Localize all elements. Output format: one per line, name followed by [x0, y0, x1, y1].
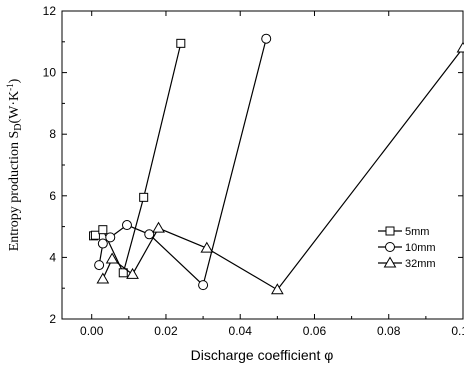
data-point [198, 280, 209, 291]
data-point [200, 241, 214, 253]
y-axis-title-unit-close: ) [7, 78, 22, 83]
y-axis-title-unit: (W·K [7, 91, 22, 124]
x-axis: 0.00 0.02 0.04 0.06 0.08 0.10 [80, 11, 464, 338]
legend-label: 5mm [405, 226, 429, 238]
x-tick-label: 0.02 [154, 324, 178, 338]
data-point [139, 192, 149, 202]
legend-marker [385, 226, 395, 236]
series-5mm [89, 38, 186, 278]
legend-label: 32mm [405, 258, 436, 270]
x-tick-label: 0.00 [80, 324, 104, 338]
y-tick-label: 12 [43, 4, 57, 18]
data-point [90, 230, 100, 240]
x-tick-label: 0.06 [303, 324, 327, 338]
y-axis-title-main: Entropy production S [7, 131, 22, 252]
data-point [96, 272, 110, 284]
y-tick-label: 10 [43, 66, 57, 80]
series-10mm [94, 33, 272, 291]
data-point [98, 225, 108, 235]
legend-item: 32mm [378, 256, 436, 270]
y-tick-label: 8 [49, 127, 56, 141]
data-point [126, 267, 139, 279]
data-point [97, 238, 108, 249]
data-point [121, 220, 132, 231]
y-axis-title-sub: D [13, 124, 24, 131]
data-point [270, 283, 284, 295]
y-axis: 2 4 6 8 10 12 [43, 4, 463, 326]
x-tick-label: 0.10 [451, 324, 464, 338]
legend-label: 10mm [405, 242, 436, 254]
data-point [118, 268, 128, 278]
series-32mm [96, 41, 464, 295]
x-tick-label: 0.04 [229, 324, 253, 338]
series-layer [89, 33, 464, 295]
y-tick-label: 6 [49, 189, 56, 203]
series-line [98, 38, 267, 287]
data-point [176, 38, 186, 48]
y-axis-title: Entropy production SD(W·K-1) [5, 78, 24, 251]
data-point [144, 229, 155, 240]
data-point [94, 260, 105, 271]
legend-item: 5mm [378, 226, 429, 238]
legend: 5mm 10mm 32mm [378, 226, 436, 270]
y-axis-title-unit-sup: -1 [5, 83, 15, 91]
y-tick-label: 4 [49, 250, 56, 264]
data-point [456, 41, 464, 53]
x-tick-label: 0.08 [377, 324, 401, 338]
y-tick-label: 2 [49, 312, 56, 326]
data-point [105, 232, 116, 243]
x-axis-title: Discharge coefficient φ [191, 347, 334, 363]
legend-marker [385, 242, 395, 252]
data-point [261, 33, 272, 44]
data-point [105, 252, 119, 264]
legend-item: 10mm [378, 242, 436, 254]
legend-marker [383, 256, 397, 268]
data-point [152, 221, 165, 233]
